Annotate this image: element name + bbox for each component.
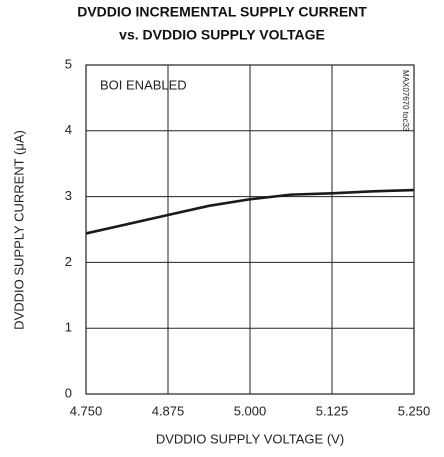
x-tick-label: 5.000 xyxy=(234,403,267,418)
y-axis-label: DVDDIO SUPPLY CURRENT (μA) xyxy=(11,130,26,330)
x-tick-label: 4.875 xyxy=(152,403,185,418)
x-tick-label: 5.125 xyxy=(316,403,349,418)
annotation: BOI ENABLED xyxy=(100,77,187,92)
data-line xyxy=(85,188,415,235)
y-tick-label: 3 xyxy=(65,188,72,203)
x-tick-label: 4.750 xyxy=(70,403,103,418)
y-tick-label: 0 xyxy=(65,385,72,400)
x-tick-label: 5.250 xyxy=(398,403,431,418)
annotation: MAX07670 toc33 xyxy=(401,70,410,132)
chart-title: DVDDIO INCREMENTAL SUPPLY CURRENT xyxy=(77,4,367,20)
chart-title: vs. DVDDIO SUPPLY VOLTAGE xyxy=(119,27,325,43)
y-tick-label: 5 xyxy=(65,56,72,71)
y-tick-label: 2 xyxy=(65,254,72,269)
y-tick-label: 4 xyxy=(65,122,72,137)
y-tick-label: 1 xyxy=(65,320,72,335)
x-axis-label: DVDDIO SUPPLY VOLTAGE (V) xyxy=(156,431,344,446)
